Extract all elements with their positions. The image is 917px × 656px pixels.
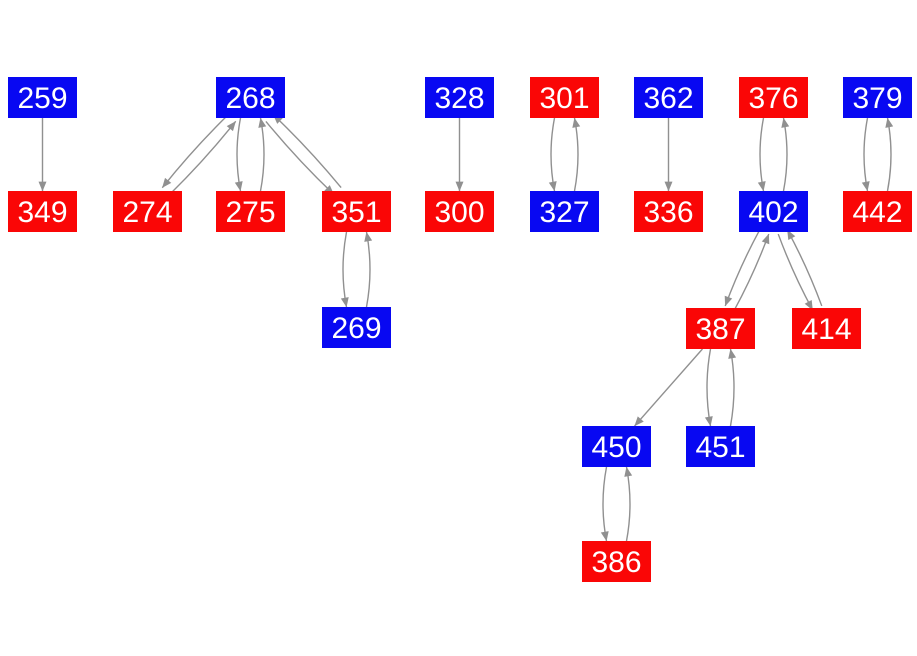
edge-387-450 — [634, 348, 703, 427]
node-box — [582, 426, 651, 467]
node-label: 269 — [331, 312, 381, 345]
node-label: 450 — [591, 431, 641, 464]
node-327: 327 — [530, 191, 599, 232]
node-label: 300 — [434, 196, 484, 229]
node-362: 362 — [634, 77, 703, 118]
node-450: 450 — [582, 426, 651, 467]
node-387: 387 — [686, 308, 755, 349]
edge-351-268 — [272, 114, 342, 189]
node-box — [322, 307, 391, 348]
edge-376-402 — [757, 117, 766, 192]
node-label: 442 — [852, 196, 902, 229]
node-label: 268 — [225, 82, 275, 115]
node-box — [216, 77, 285, 118]
node-414: 414 — [792, 308, 861, 349]
edge-274-268 — [169, 120, 237, 195]
node-label: 379 — [852, 82, 902, 115]
node-376: 376 — [739, 77, 808, 118]
node-box — [739, 77, 808, 118]
node-386: 386 — [582, 541, 651, 582]
edge-387-451 — [704, 348, 713, 427]
node-269: 269 — [322, 307, 391, 348]
edge-327-301 — [572, 117, 581, 192]
node-box — [8, 191, 77, 232]
edge-268-274 — [161, 114, 229, 189]
edge-414-402 — [786, 229, 823, 307]
edge-268-275 — [234, 117, 243, 192]
edge-386-450 — [624, 466, 633, 542]
edge-275-268 — [258, 117, 267, 192]
edge-379-442 — [861, 117, 870, 192]
node-275: 275 — [216, 191, 285, 232]
node-label: 349 — [17, 196, 67, 229]
edge-269-351 — [364, 231, 373, 308]
node-box — [843, 77, 912, 118]
node-label: 362 — [643, 82, 693, 115]
node-box — [634, 77, 703, 118]
node-box — [530, 191, 599, 232]
node-301: 301 — [530, 77, 599, 118]
edge-402-387 — [724, 229, 761, 307]
node-label: 387 — [695, 313, 745, 346]
node-268: 268 — [216, 77, 285, 118]
node-328: 328 — [425, 77, 494, 118]
node-351: 351 — [322, 191, 391, 232]
node-349: 349 — [8, 191, 77, 232]
node-box — [686, 426, 755, 467]
node-box — [792, 308, 861, 349]
edge-450-386 — [600, 466, 609, 542]
node-box — [739, 191, 808, 232]
node-259: 259 — [8, 77, 77, 118]
node-box — [686, 308, 755, 349]
node-label: 336 — [643, 196, 693, 229]
node-451: 451 — [686, 426, 755, 467]
node-label: 328 — [434, 82, 484, 115]
node-box — [634, 191, 703, 232]
node-label: 259 — [17, 82, 67, 115]
node-label: 402 — [748, 196, 798, 229]
node-379: 379 — [843, 77, 912, 118]
node-label: 275 — [225, 196, 275, 229]
edge-387-402 — [733, 233, 770, 311]
node-402: 402 — [739, 191, 808, 232]
node-box — [425, 191, 494, 232]
node-box — [425, 77, 494, 118]
edge-351-269 — [340, 231, 349, 308]
node-box — [216, 191, 285, 232]
node-label: 351 — [331, 196, 381, 229]
node-box — [113, 191, 182, 232]
node-label: 451 — [695, 431, 745, 464]
node-label: 414 — [801, 313, 851, 346]
node-label: 386 — [591, 546, 641, 579]
edge-402-414 — [777, 233, 814, 311]
node-box — [582, 541, 651, 582]
node-300: 300 — [425, 191, 494, 232]
node-274: 274 — [113, 191, 182, 232]
node-label: 376 — [748, 82, 798, 115]
node-box — [530, 77, 599, 118]
edge-451-387 — [728, 348, 737, 427]
node-336: 336 — [634, 191, 703, 232]
node-box — [8, 77, 77, 118]
node-label: 327 — [539, 196, 589, 229]
edge-268-351 — [265, 120, 335, 195]
node-box — [843, 191, 912, 232]
node-442: 442 — [843, 191, 912, 232]
edge-301-327 — [548, 117, 557, 192]
edge-442-379 — [885, 117, 894, 192]
node-label: 301 — [539, 82, 589, 115]
node-label: 274 — [122, 196, 172, 229]
node-box — [322, 191, 391, 232]
edge-402-376 — [781, 117, 790, 192]
